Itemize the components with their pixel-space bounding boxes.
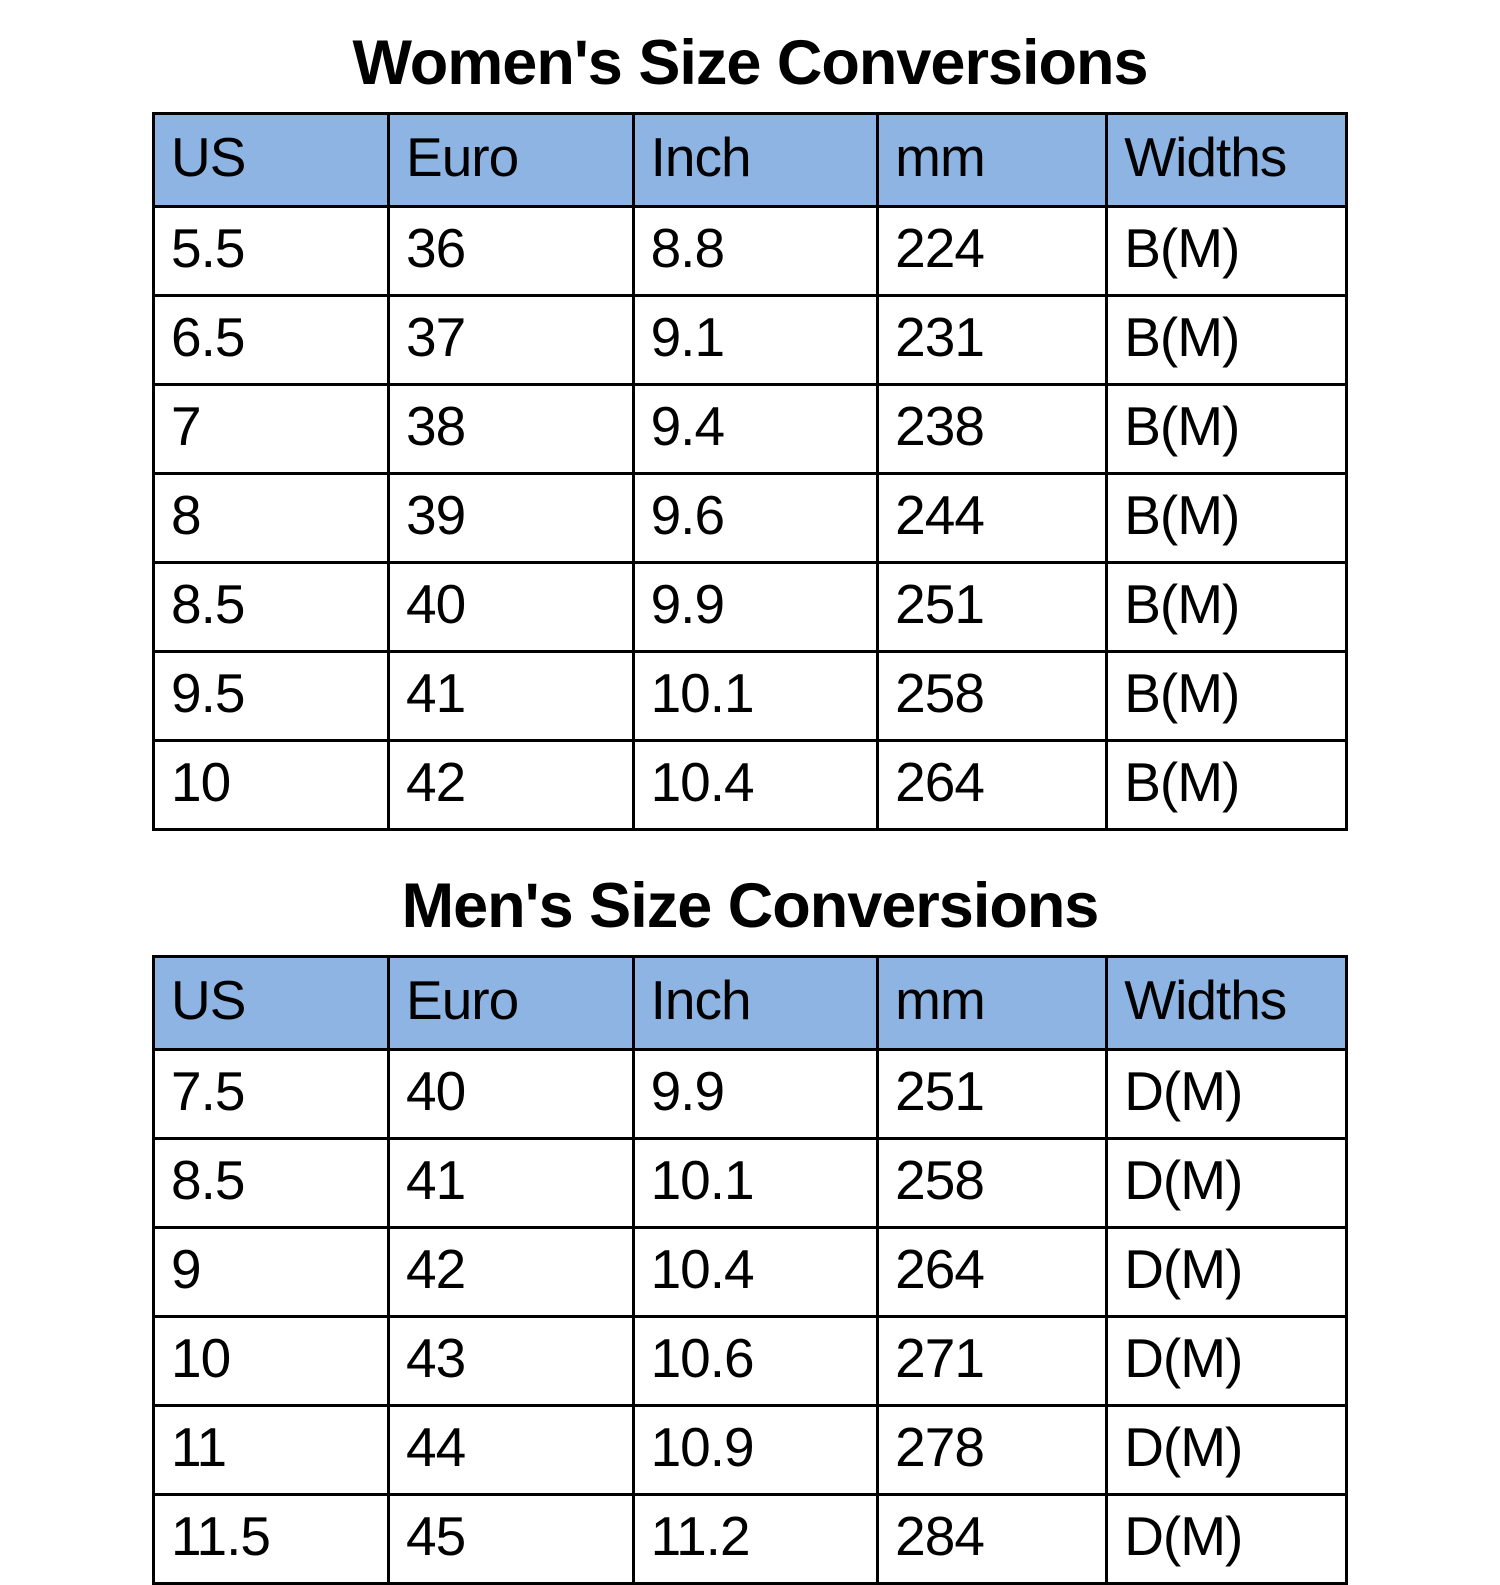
table-row: 10 43 10.6 271 D(M) (151, 1315, 1348, 1408)
table-row: 8.5 41 10.1 258 D(M) (151, 1137, 1348, 1230)
table-cell: 11.2 (631, 1493, 880, 1585)
header-row: US Euro Inch mm Widths (151, 955, 1348, 1052)
table-cell: 9.6 (631, 472, 880, 565)
table-cell: 42 (387, 739, 635, 832)
column-header: mm (876, 955, 1109, 1052)
column-header: mm (876, 112, 1109, 209)
column-header: US (151, 112, 391, 209)
table-title: Men's Size Conversions (401, 871, 1100, 942)
table-cell: B(M) (1105, 205, 1348, 298)
table-cell: 8.8 (631, 205, 880, 298)
table-cell: 5.5 (151, 205, 391, 298)
column-header: Inch (631, 955, 880, 1052)
table-cell: 11 (151, 1404, 391, 1497)
table-cell: 7.5 (151, 1048, 391, 1141)
table-row: 8.5 40 9.9 251 B(M) (151, 561, 1348, 654)
table-row: 7 38 9.4 238 B(M) (151, 383, 1348, 476)
table-cell: 238 (876, 383, 1109, 476)
table-cell: 11.5 (151, 1493, 391, 1585)
table-cell: 10.4 (631, 739, 880, 832)
table-cell: D(M) (1105, 1048, 1348, 1141)
table-cell: 264 (876, 1226, 1109, 1319)
table-row: 10 42 10.4 264 B(M) (151, 739, 1348, 832)
table-cell: 258 (876, 650, 1109, 743)
table-cell: D(M) (1105, 1404, 1348, 1497)
table-cell: 9.4 (631, 383, 880, 476)
table-cell: 271 (876, 1315, 1109, 1408)
table-cell: B(M) (1105, 650, 1348, 743)
size-table-section: Men's Size Conversions US Euro Inch mm Widths… (151, 831, 1348, 1585)
table-cell: 10 (151, 1315, 391, 1408)
table-cell: 9.1 (631, 294, 880, 387)
size-table-section: Women's Size Conversions US Euro Inch mm Widt… (151, 22, 1348, 832)
table-cell: 41 (387, 650, 635, 743)
table-title: Women's Size Conversions (352, 28, 1148, 98)
table-row: 8 39 9.6 244 B(M) (151, 472, 1348, 565)
table-cell: 39 (387, 472, 635, 565)
table-cell: 251 (876, 561, 1109, 654)
table-cell: B(M) (1105, 294, 1348, 387)
table-cell: D(M) (1105, 1137, 1348, 1230)
table-cell: 8.5 (151, 1137, 391, 1230)
table-cell: 244 (876, 472, 1109, 565)
table-cell: 9.5 (151, 650, 391, 743)
column-header: US (151, 955, 391, 1052)
table-cell: 258 (876, 1137, 1109, 1230)
table-cell: 45 (387, 1493, 635, 1585)
table-cell: B(M) (1105, 561, 1348, 654)
table-cell: 42 (387, 1226, 635, 1319)
table-row: 5.5 36 8.8 224 B(M) (151, 205, 1348, 298)
table-cell: 8.5 (151, 561, 391, 654)
table-cell: 40 (387, 561, 635, 654)
header-row: US Euro Inch mm Widths (151, 112, 1348, 209)
table-cell: 278 (876, 1404, 1109, 1497)
table-row: 6.5 37 9.1 231 B(M) (151, 294, 1348, 387)
table-cell: 6.5 (151, 294, 391, 387)
size-table: US Euro Inch mm Widths 7.5 40 9.9 251 D(M) 8.5 41 10… (151, 955, 1348, 1585)
table-cell: 9 (151, 1226, 391, 1319)
table-cell: 9.9 (631, 1048, 880, 1141)
table-cell: 36 (387, 205, 635, 298)
table-cell: 284 (876, 1493, 1109, 1585)
table-cell: 38 (387, 383, 635, 476)
table-cell: 10.6 (631, 1315, 880, 1408)
table-cell: D(M) (1105, 1315, 1348, 1408)
table-cell: 8 (151, 472, 391, 565)
table-cell: 10.4 (631, 1226, 880, 1319)
table-cell: 37 (387, 294, 635, 387)
column-header: Inch (631, 112, 880, 209)
size-table: US Euro Inch mm Widths 5.5 36 8.8 224 B(M) 6.5 37 9.… (151, 112, 1348, 832)
table-cell: 10.9 (631, 1404, 880, 1497)
table-cell: D(M) (1105, 1226, 1348, 1319)
table-cell: 7 (151, 383, 391, 476)
column-header: Widths (1105, 955, 1348, 1052)
table-cell: 251 (876, 1048, 1109, 1141)
table-cell: 224 (876, 205, 1109, 298)
column-header: Euro (387, 955, 635, 1052)
table-cell: B(M) (1105, 383, 1348, 476)
table-cell: 41 (387, 1137, 635, 1230)
table-cell: 231 (876, 294, 1109, 387)
table-cell: 44 (387, 1404, 635, 1497)
table-cell: B(M) (1105, 472, 1348, 565)
table-cell: 10.1 (631, 1137, 880, 1230)
table-row: 11 44 10.9 278 D(M) (151, 1404, 1348, 1497)
table-cell: 43 (387, 1315, 635, 1408)
table-row: 7.5 40 9.9 251 D(M) (151, 1048, 1348, 1141)
table-cell: 10 (151, 739, 391, 832)
column-header: Euro (387, 112, 635, 209)
table-cell: 9.9 (631, 561, 880, 654)
table-cell: 40 (387, 1048, 635, 1141)
column-header: Widths (1105, 112, 1348, 209)
table-row: 9 42 10.4 264 D(M) (151, 1226, 1348, 1319)
table-row: 9.5 41 10.1 258 B(M) (151, 650, 1348, 743)
table-cell: D(M) (1105, 1493, 1348, 1585)
table-row: 11.5 45 11.2 284 D(M) (151, 1493, 1348, 1585)
table-cell: B(M) (1105, 739, 1348, 832)
table-cell: 264 (876, 739, 1109, 832)
table-cell: 10.1 (631, 650, 880, 743)
